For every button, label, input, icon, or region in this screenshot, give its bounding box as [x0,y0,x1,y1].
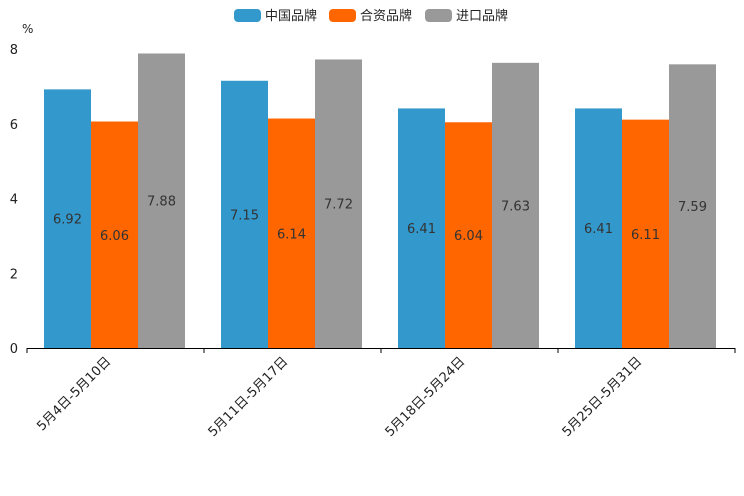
y-tick-label-6: 6 [10,118,18,133]
value-label-1-2: 7.15 [230,208,259,223]
legend-label-1: 中国品牌 [265,8,317,24]
value-label-1-1: 6.92 [53,213,82,228]
bar-1-1 [44,89,91,349]
y-tick-label-2: 2 [10,267,18,282]
value-label-2-4: 6.11 [631,228,660,243]
bar-2-1 [91,121,138,348]
y-axis-unit-label: % [22,22,33,36]
y-tick-label-4: 4 [10,193,18,208]
bar-3-2 [315,59,362,349]
y-axis-ticks: 0 2 4 6 8 [10,43,18,357]
x-category-label-3: 5月18日-5月24日 [383,354,469,440]
value-labels: 6.92 6.06 7.88 7.15 6.14 7.72 6.41 6.04 7.63 6.41… [53,195,707,244]
bar-3-1 [138,53,185,349]
legend: 中国品牌 合资品牌 进口品牌 [234,8,508,24]
y-tick-label-0: 0 [10,342,18,357]
x-category-label-1: 5月4日-5月10日 [34,354,114,434]
value-label-2-3: 6.04 [454,229,483,244]
y-tick-label-8: 8 [10,43,18,58]
legend-swatch-1 [234,9,261,22]
bars [44,53,716,349]
bar-2-2 [268,118,315,348]
bar-3-4 [669,64,716,348]
bar-1-3 [398,108,445,349]
value-label-3-3: 7.63 [501,199,530,214]
value-label-3-2: 7.72 [324,198,353,213]
value-label-1-3: 6.41 [407,222,436,237]
legend-label-2: 合资品牌 [360,8,412,24]
bar-1-4 [575,108,622,349]
legend-swatch-2 [329,9,356,22]
bar-1-2 [221,80,268,349]
value-label-3-1: 7.88 [147,195,176,210]
x-axis: 5月4日-5月10日 5月11日-5月17日 5月18日-5月24日 5月25日-5月… [26,348,736,440]
value-label-2-1: 6.06 [100,229,129,244]
x-category-label-2: 5月11日-5月17日 [206,354,292,440]
value-label-2-2: 6.14 [277,227,306,242]
legend-label-3: 进口品牌 [456,8,508,24]
x-category-label-4: 5月25日-5月31日 [560,354,646,440]
legend-swatch-3 [425,9,452,22]
bar-2-4 [622,119,669,348]
bar-3-3 [492,62,539,349]
value-label-1-4: 6.41 [584,222,613,237]
bar-2-3 [445,122,492,348]
value-label-3-4: 7.59 [678,200,707,215]
